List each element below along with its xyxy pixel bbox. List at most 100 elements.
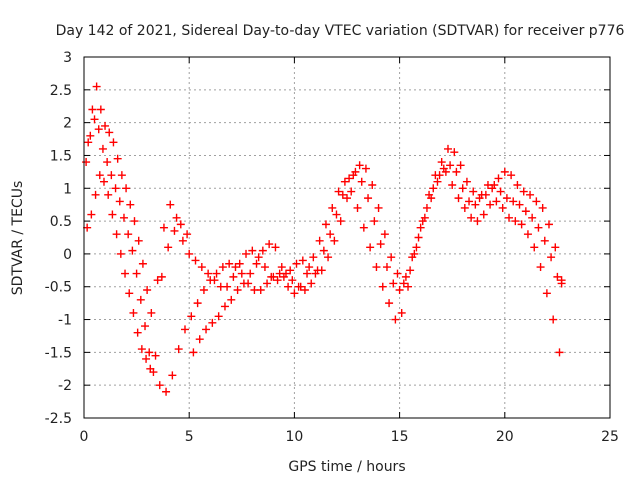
data-point xyxy=(214,312,223,321)
data-point xyxy=(515,200,524,209)
data-point xyxy=(248,246,257,255)
data-point xyxy=(505,213,514,222)
data-point xyxy=(500,167,509,176)
data-point xyxy=(125,289,134,298)
y-tick-label: 0 xyxy=(63,247,72,263)
data-point xyxy=(305,263,314,272)
data-point xyxy=(473,217,482,226)
data-point xyxy=(315,236,324,245)
data-point xyxy=(311,269,320,278)
data-point xyxy=(286,266,295,275)
data-point xyxy=(183,230,192,239)
data-point xyxy=(112,230,121,239)
data-point xyxy=(258,246,267,255)
data-point xyxy=(544,220,553,229)
data-point xyxy=(332,210,341,219)
data-point xyxy=(197,263,206,272)
data-point xyxy=(511,217,520,226)
data-point xyxy=(446,161,455,170)
data-point xyxy=(385,299,394,308)
data-point xyxy=(119,213,128,222)
y-tick-label: -1 xyxy=(58,313,72,329)
data-point xyxy=(382,263,391,272)
plot-frame xyxy=(83,56,611,419)
data-point xyxy=(399,279,408,288)
data-point xyxy=(87,210,96,219)
data-point xyxy=(105,128,114,137)
data-point xyxy=(343,194,351,203)
data-point xyxy=(416,223,425,232)
data-point xyxy=(279,272,288,281)
data-point xyxy=(101,121,110,130)
data-point xyxy=(536,263,545,272)
data-point xyxy=(113,154,122,163)
data-point xyxy=(458,184,467,193)
data-point xyxy=(359,223,368,232)
data-point xyxy=(328,203,337,212)
data-point xyxy=(229,272,238,281)
data-point xyxy=(410,249,419,258)
data-point xyxy=(233,286,242,295)
y-tick-label: 2.5 xyxy=(50,83,72,99)
data-point xyxy=(380,230,389,239)
series-trace-c xyxy=(83,167,564,373)
y-tick-label: 1 xyxy=(63,181,72,197)
data-point xyxy=(174,345,183,354)
data-point xyxy=(496,187,505,196)
data-point xyxy=(273,276,282,285)
data-point xyxy=(218,263,227,272)
data-point xyxy=(309,253,318,262)
data-point xyxy=(425,190,434,199)
data-point xyxy=(239,279,248,288)
data-point xyxy=(532,197,541,206)
data-point xyxy=(95,171,104,180)
data-point xyxy=(117,171,126,180)
data-point xyxy=(492,197,501,206)
data-point xyxy=(321,220,330,229)
data-point xyxy=(357,177,366,186)
data-point xyxy=(212,269,221,278)
data-point xyxy=(231,263,240,272)
data-point xyxy=(437,158,446,167)
data-point xyxy=(277,263,286,272)
data-point xyxy=(528,213,537,222)
data-point xyxy=(368,180,377,189)
data-point xyxy=(116,249,125,258)
data-point xyxy=(271,243,280,252)
data-point xyxy=(340,177,349,186)
data-point xyxy=(486,200,495,209)
data-point xyxy=(180,325,189,334)
data-point xyxy=(82,158,91,167)
x-tick-label: 0 xyxy=(80,429,89,445)
x-tick-label: 25 xyxy=(601,429,619,445)
data-point xyxy=(460,203,469,212)
chart-title: Day 142 of 2021, Sidereal Day-to-day VTE… xyxy=(56,23,625,39)
data-point xyxy=(153,276,162,285)
x-tick-label: 10 xyxy=(285,429,303,445)
data-point xyxy=(187,312,196,321)
data-point xyxy=(330,236,339,245)
data-point xyxy=(387,253,396,262)
data-point xyxy=(132,269,141,278)
data-point xyxy=(90,115,99,124)
data-point xyxy=(256,286,265,295)
data-point xyxy=(448,180,457,189)
data-point xyxy=(195,335,204,344)
data-point xyxy=(121,269,130,278)
data-point xyxy=(412,243,421,252)
data-point xyxy=(290,289,299,298)
data-point xyxy=(502,194,511,203)
data-point xyxy=(469,187,478,196)
data-point xyxy=(141,322,150,331)
data-point xyxy=(374,203,383,212)
data-point xyxy=(99,177,108,186)
x-tick-label: 5 xyxy=(185,429,194,445)
data-point xyxy=(443,144,452,153)
data-point xyxy=(349,171,358,180)
data-point xyxy=(220,302,229,311)
data-point xyxy=(292,259,301,268)
data-point xyxy=(393,269,402,278)
data-point xyxy=(265,240,274,249)
data-point xyxy=(364,194,373,203)
